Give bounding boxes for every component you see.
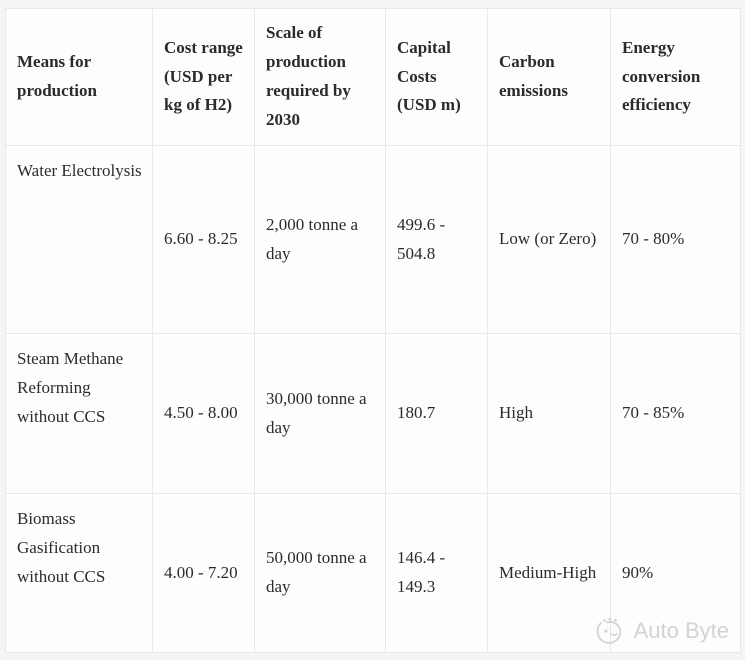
cell-efficiency: 70 - 85% (610, 333, 741, 494)
col-header-cost-range: Cost range (USD per kg of H2) (152, 8, 255, 146)
hydrogen-production-table: Means for production Cost range (USD per… (5, 8, 741, 653)
cell-cost-range: 6.60 - 8.25 (152, 145, 255, 334)
table-header-row: Means for production Cost range (USD per… (5, 8, 741, 146)
watermark: Auto Byte (593, 614, 729, 648)
cell-cost-range: 4.50 - 8.00 (152, 333, 255, 494)
cell-efficiency: 70 - 80% (610, 145, 741, 334)
col-header-carbon-emissions: Carbon emissions (487, 8, 611, 146)
col-header-energy-conversion-efficiency: Energy conversion efficiency (610, 8, 741, 146)
cell-capital-costs: 499.6 - 504.8 (385, 145, 488, 334)
cell-carbon-emissions: High (487, 333, 611, 494)
col-header-means-for-production: Means for production (5, 8, 153, 146)
cell-efficiency: 90% (610, 493, 741, 653)
cell-means: Biomass Gasification without CCS (5, 493, 153, 653)
cell-means: Steam Methane Reforming without CCS (5, 333, 153, 494)
cell-cost-range: 4.00 - 7.20 (152, 493, 255, 653)
col-header-capital-costs: Capital Costs (USD m) (385, 8, 488, 146)
table-row-water-electrolysis: Water Electrolysis 6.60 - 8.25 2,000 ton… (5, 145, 741, 334)
cell-scale: 30,000 tonne a day (254, 333, 386, 494)
table-row-biomass-gasification: Biomass Gasification without CCS 4.00 - … (5, 493, 741, 653)
table-row-steam-methane-reforming: Steam Methane Reforming without CCS 4.50… (5, 333, 741, 494)
auto-byte-logo-icon (596, 617, 621, 644)
watermark-label: Auto Byte (633, 618, 729, 643)
cell-scale: 50,000 tonne a day (254, 493, 386, 653)
cell-means: Water Electrolysis (5, 145, 153, 334)
cell-capital-costs: 180.7 (385, 333, 488, 494)
col-header-scale-of-production: Scale of production required by 2030 (254, 8, 386, 146)
cell-capital-costs: 146.4 - 149.3 (385, 493, 488, 653)
cell-carbon-emissions: Medium-High (487, 493, 611, 653)
cell-carbon-emissions: Low (or Zero) (487, 145, 611, 334)
cell-scale: 2,000 tonne a day (254, 145, 386, 334)
